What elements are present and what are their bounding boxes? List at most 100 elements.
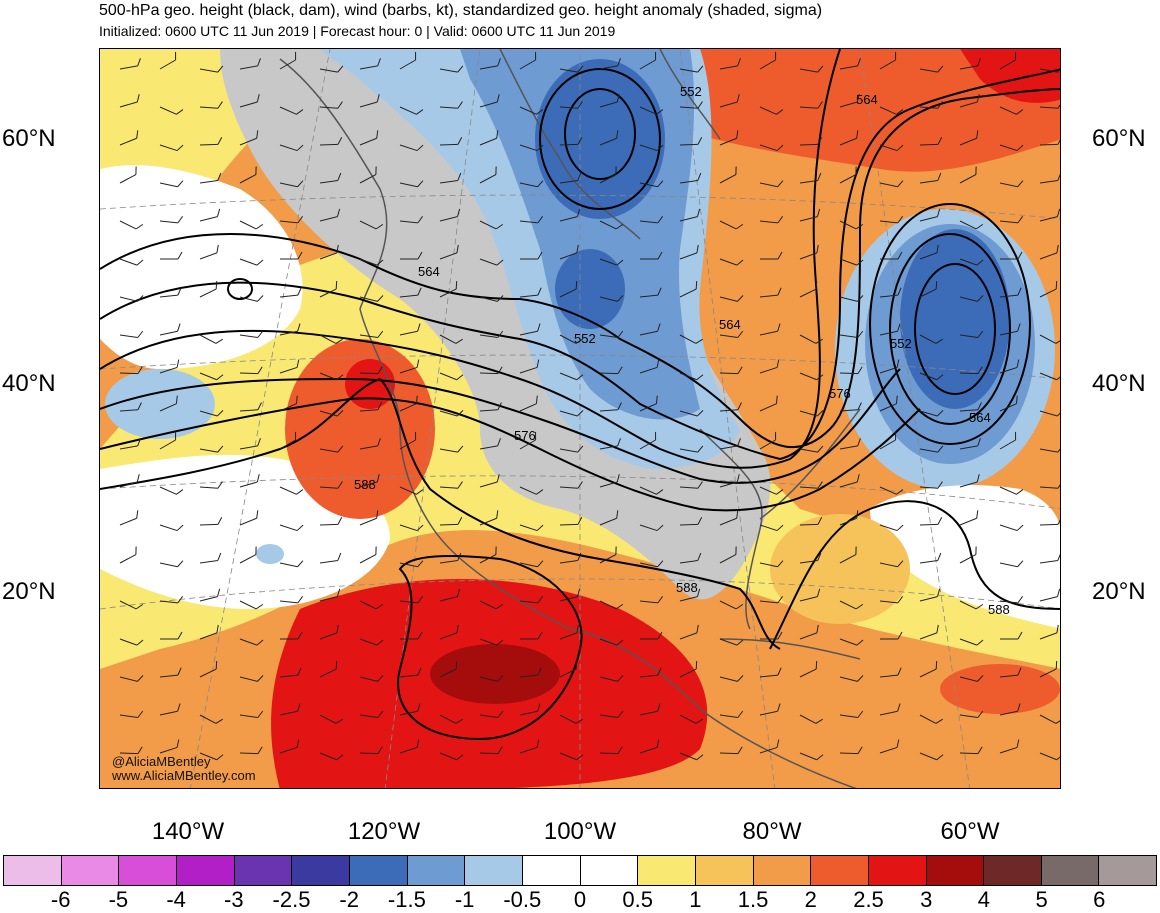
wind-barb bbox=[879, 106, 904, 115]
wind-barb bbox=[799, 281, 818, 298]
wind-barb bbox=[759, 667, 782, 678]
wind-barb bbox=[919, 481, 943, 489]
wind-barb bbox=[400, 251, 423, 260]
colorbar-swatch bbox=[4, 856, 62, 885]
colorbar-swatch bbox=[1099, 856, 1157, 885]
anomaly-blue-low-canada-2 bbox=[555, 249, 625, 329]
wind-barb bbox=[999, 287, 1022, 298]
graticule bbox=[100, 49, 1060, 788]
colorbar-tick-label: 2.5 bbox=[853, 887, 884, 912]
wind-barb bbox=[559, 752, 584, 761]
wind-barb bbox=[519, 667, 542, 678]
colorbar-swatch bbox=[638, 856, 696, 885]
wind-barb bbox=[319, 208, 341, 222]
wind-barb bbox=[759, 524, 784, 532]
colorbar-swatch bbox=[695, 856, 754, 885]
wind-barb bbox=[999, 596, 1024, 604]
wind-barb bbox=[319, 661, 338, 678]
wind-barb bbox=[999, 106, 1024, 115]
wind-barb bbox=[119, 710, 144, 719]
wind-barb bbox=[399, 524, 424, 532]
colorbar-swatch bbox=[119, 856, 177, 885]
contour-label: 564 bbox=[969, 410, 991, 425]
wind-barb bbox=[639, 596, 664, 604]
wind-barb bbox=[279, 51, 297, 70]
anomaly-blue-pacific bbox=[105, 369, 215, 439]
wind-barb bbox=[839, 366, 863, 375]
wind-barb bbox=[359, 295, 384, 302]
wind-barb bbox=[919, 752, 944, 761]
wind-barb bbox=[599, 130, 619, 146]
wind-barb bbox=[479, 474, 500, 488]
wind-barb bbox=[640, 631, 663, 640]
wind-barb bbox=[359, 710, 384, 719]
wind-barb bbox=[199, 172, 222, 184]
wind-barb bbox=[599, 438, 621, 450]
wind-barb bbox=[639, 106, 664, 115]
wind-barb bbox=[279, 524, 304, 532]
wind-barb bbox=[199, 552, 222, 564]
wind-barb bbox=[199, 208, 221, 222]
wind-barb bbox=[119, 220, 144, 230]
wind-barb bbox=[559, 372, 584, 381]
wind-barb bbox=[719, 330, 744, 339]
wind-barb bbox=[839, 675, 864, 682]
wind-barb bbox=[559, 208, 581, 222]
wind-barb bbox=[159, 106, 184, 115]
wind-barb bbox=[159, 216, 184, 224]
wind-barb bbox=[119, 474, 140, 488]
wind-barb bbox=[1000, 631, 1023, 640]
wind-barb bbox=[959, 94, 980, 108]
wind-barb bbox=[519, 739, 540, 754]
wind-barb bbox=[719, 546, 737, 564]
wind-barb bbox=[839, 546, 857, 564]
wind-barb bbox=[279, 106, 304, 115]
wind-barb bbox=[679, 137, 703, 146]
wind-barb bbox=[559, 281, 578, 298]
wind-barb bbox=[359, 638, 384, 646]
wind-barb bbox=[759, 106, 784, 115]
wind-barb bbox=[759, 51, 777, 70]
wind-barb bbox=[559, 65, 584, 73]
wind-barb bbox=[359, 258, 384, 266]
wind-barb bbox=[239, 258, 264, 266]
wind-barb bbox=[639, 524, 664, 532]
credit-url: www.AliciaMBentley.com bbox=[112, 768, 256, 783]
wind-barb bbox=[319, 624, 339, 640]
wind-barb bbox=[519, 431, 537, 450]
anomaly-white-pacific-north bbox=[100, 165, 303, 369]
wind-barb bbox=[919, 714, 943, 724]
wind-barb bbox=[159, 560, 184, 568]
wind-barb bbox=[679, 281, 698, 298]
wind-barb bbox=[359, 438, 381, 450]
wind-barb bbox=[839, 330, 864, 339]
wind-barb bbox=[879, 216, 904, 224]
wind-barb bbox=[199, 372, 224, 381]
wind-barb bbox=[759, 216, 784, 224]
wind-barb bbox=[959, 474, 980, 488]
colorbar-tick-label: 0.5 bbox=[622, 887, 653, 912]
wind-barb bbox=[639, 180, 664, 188]
wind-barb bbox=[639, 703, 661, 716]
wind-barb bbox=[479, 402, 502, 412]
wind-barb bbox=[919, 172, 942, 184]
contour-label: 588 bbox=[676, 580, 698, 595]
wind-barb bbox=[559, 624, 579, 640]
colorbar-swatch bbox=[61, 856, 120, 885]
wind-barb bbox=[799, 208, 821, 222]
wind-barb bbox=[679, 481, 703, 489]
wind-barb bbox=[199, 65, 224, 73]
wind-barb bbox=[799, 624, 819, 640]
colorbar-swatch bbox=[407, 856, 466, 885]
wind-barb bbox=[959, 746, 983, 755]
wind-barb bbox=[359, 166, 377, 184]
anomaly-blue-low-canada bbox=[535, 59, 665, 219]
wind-barb bbox=[879, 524, 904, 532]
wind-barb bbox=[639, 486, 664, 495]
wind-barb bbox=[959, 510, 979, 526]
wind-barb bbox=[599, 330, 624, 339]
wind-barb bbox=[239, 675, 264, 682]
colorbar-tick-label: -1.5 bbox=[387, 887, 426, 912]
wind-barb bbox=[199, 244, 219, 260]
wind-barb bbox=[519, 596, 544, 604]
